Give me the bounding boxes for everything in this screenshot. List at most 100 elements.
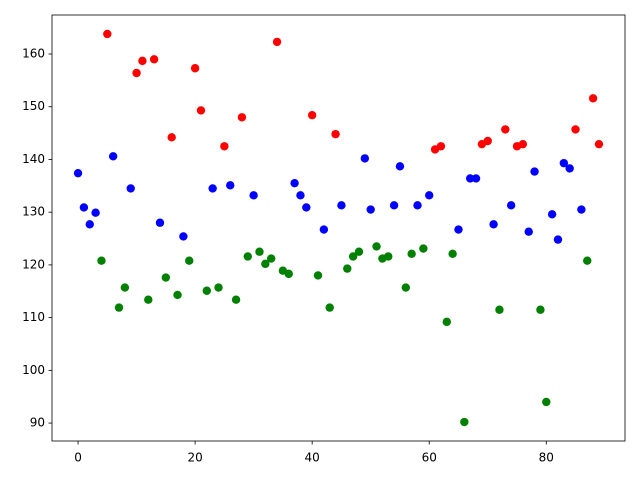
point — [214, 283, 223, 292]
point — [290, 178, 299, 188]
x-tick-label: 20 — [187, 451, 202, 465]
point — [384, 252, 393, 261]
point — [91, 208, 100, 217]
point — [272, 37, 282, 47]
point — [85, 220, 94, 229]
point — [173, 290, 182, 300]
point — [79, 203, 89, 212]
point — [348, 252, 358, 261]
point — [97, 256, 106, 265]
point — [296, 191, 305, 200]
point — [442, 317, 451, 327]
y-tick-label: 100 — [22, 363, 45, 377]
point — [389, 201, 399, 210]
y-tick-label: 90 — [30, 416, 45, 430]
point — [126, 184, 135, 193]
y-tick-label: 130 — [22, 205, 45, 219]
point — [196, 106, 206, 115]
point — [237, 113, 247, 122]
point — [325, 303, 334, 312]
point — [360, 154, 370, 163]
point — [565, 164, 574, 173]
point — [202, 286, 212, 295]
point — [465, 174, 475, 183]
point — [401, 283, 411, 292]
point — [524, 227, 533, 236]
point — [266, 254, 276, 263]
y-tick-label: 160 — [22, 47, 45, 61]
point — [337, 201, 346, 210]
point — [436, 142, 446, 151]
point — [255, 247, 264, 256]
point — [179, 232, 188, 241]
point — [132, 68, 141, 78]
point — [167, 133, 176, 142]
point — [501, 125, 510, 134]
point — [313, 271, 323, 280]
point — [553, 235, 563, 244]
point — [407, 249, 416, 259]
point — [261, 259, 270, 269]
point — [495, 305, 504, 314]
point — [547, 210, 557, 219]
x-tick-label: 0 — [74, 451, 82, 465]
point — [190, 64, 200, 73]
point — [460, 417, 469, 427]
point — [419, 244, 428, 253]
x-tick-label: 40 — [305, 451, 320, 465]
point — [73, 168, 83, 178]
y-tick-label: 120 — [22, 257, 45, 271]
point — [395, 162, 405, 171]
point — [284, 269, 293, 279]
point — [231, 295, 241, 304]
point — [471, 174, 481, 183]
point — [413, 201, 422, 210]
point — [454, 225, 463, 234]
point — [483, 136, 492, 146]
point — [489, 220, 498, 229]
y-tick-label: 150 — [22, 99, 45, 113]
point — [220, 142, 229, 151]
axes-frame — [51, 14, 626, 442]
point — [372, 242, 381, 251]
point — [559, 158, 569, 168]
point — [594, 139, 604, 149]
point — [138, 56, 147, 66]
point — [243, 252, 252, 261]
point — [518, 139, 528, 149]
point — [571, 125, 580, 134]
point — [149, 55, 159, 64]
point — [530, 167, 539, 176]
point — [226, 181, 235, 190]
point — [588, 94, 598, 103]
point — [161, 273, 171, 282]
point — [114, 303, 124, 312]
point — [366, 205, 375, 214]
point — [144, 295, 153, 304]
point — [103, 29, 112, 39]
point — [354, 247, 364, 256]
point — [506, 201, 516, 210]
point — [307, 110, 317, 120]
point — [108, 152, 118, 161]
point — [577, 205, 586, 214]
point — [331, 129, 340, 139]
point — [120, 283, 130, 292]
point — [208, 184, 217, 193]
point — [155, 218, 165, 227]
point — [583, 256, 592, 265]
point — [302, 203, 311, 212]
point — [249, 191, 258, 200]
x-tick-label: 80 — [539, 451, 554, 465]
point — [319, 225, 329, 234]
point — [185, 256, 194, 265]
point — [448, 249, 457, 259]
point — [343, 264, 352, 273]
y-tick-label: 140 — [22, 152, 45, 166]
point — [536, 305, 545, 314]
y-tick-label: 110 — [22, 310, 45, 324]
point — [542, 397, 551, 407]
x-tick-label: 60 — [422, 451, 437, 465]
